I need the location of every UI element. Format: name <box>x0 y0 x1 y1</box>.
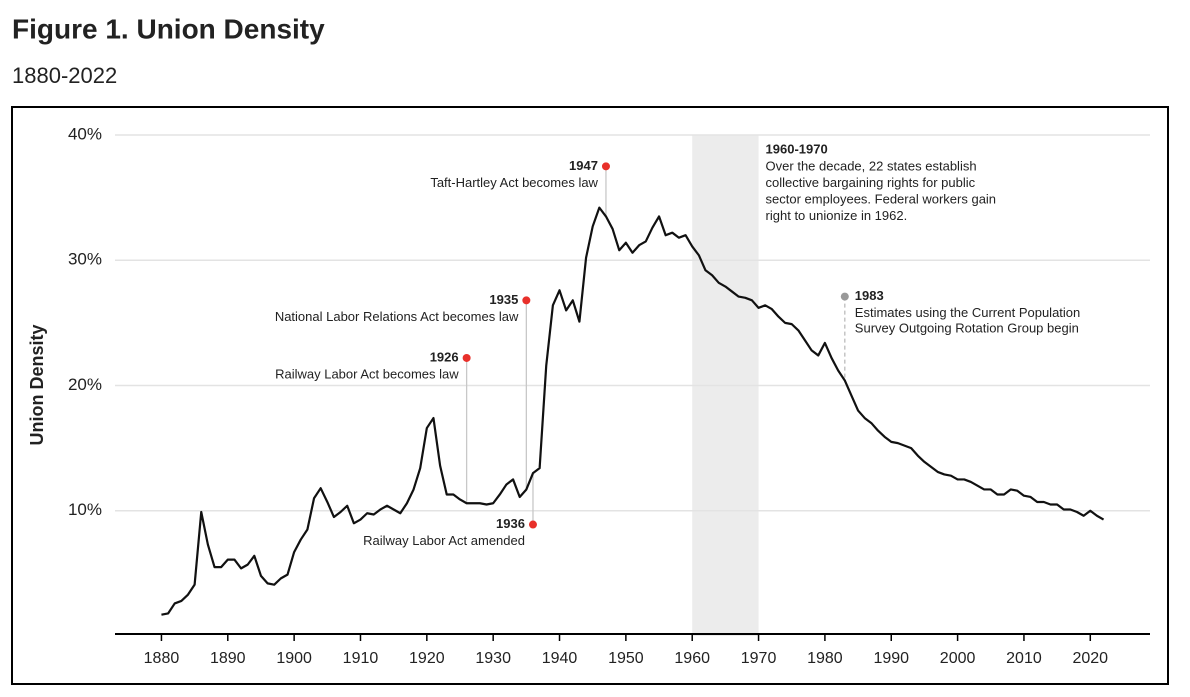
x-tick-label: 1900 <box>276 650 312 667</box>
x-tick-label: 1930 <box>475 650 511 667</box>
x-tick-label: 2000 <box>940 650 976 667</box>
data-line <box>161 206 1105 616</box>
annotation-year: 1936 <box>496 516 525 531</box>
annotation-dot <box>462 353 471 362</box>
shade-text: Over the decade, 22 states establish <box>766 158 977 173</box>
annotation-year: 1983 <box>855 288 884 303</box>
chart-subtitle: 1880-2022 <box>12 63 117 88</box>
annotation-text: Estimates using the Current Population <box>855 305 1080 320</box>
y-axis-title: Union Density <box>27 324 47 445</box>
x-tick-label: 1970 <box>741 650 777 667</box>
chart-title: Figure 1. Union Density <box>12 13 325 44</box>
y-tick-label: 20% <box>68 375 102 394</box>
y-tick-label: 30% <box>68 250 102 269</box>
annotation-dot <box>522 296 531 305</box>
x-tick-label: 1940 <box>542 650 578 667</box>
x-tick-label: 1910 <box>343 650 379 667</box>
x-tick-label: 1990 <box>873 650 909 667</box>
x-tick-label: 1880 <box>144 650 180 667</box>
annotation-text: Railway Labor Act amended <box>363 533 525 548</box>
shade-text: right to unionize in 1962. <box>766 208 908 223</box>
shade-text: sector employees. Federal workers gain <box>766 191 997 206</box>
annotation-year: 1947 <box>569 158 598 173</box>
annotation-text: National Labor Relations Act becomes law <box>275 309 519 324</box>
annotation-text: Taft-Hartley Act becomes law <box>430 175 598 190</box>
shade-text: collective bargaining rights for public <box>766 175 976 190</box>
y-tick-label: 40% <box>68 124 102 143</box>
annotation-dot <box>840 292 849 301</box>
chart-frame <box>11 106 1169 685</box>
x-tick-label: 2020 <box>1072 650 1108 667</box>
annotation-dot <box>601 162 610 171</box>
x-tick-label: 1920 <box>409 650 445 667</box>
annotation-year: 1926 <box>430 349 459 364</box>
x-tick-label: 1980 <box>807 650 843 667</box>
annotation-year: 1935 <box>489 292 518 307</box>
shade-label: 1960-1970 <box>766 141 828 156</box>
annotation-dot <box>528 520 537 529</box>
x-tick-label: 1950 <box>608 650 644 667</box>
x-tick-label: 1890 <box>210 650 246 667</box>
x-tick-label: 1960 <box>674 650 710 667</box>
y-tick-label: 10% <box>68 500 102 519</box>
annotation-text: Survey Outgoing Rotation Group begin <box>855 321 1079 336</box>
annotation-text: Railway Labor Act becomes law <box>275 366 459 381</box>
x-tick-label: 2010 <box>1006 650 1042 667</box>
